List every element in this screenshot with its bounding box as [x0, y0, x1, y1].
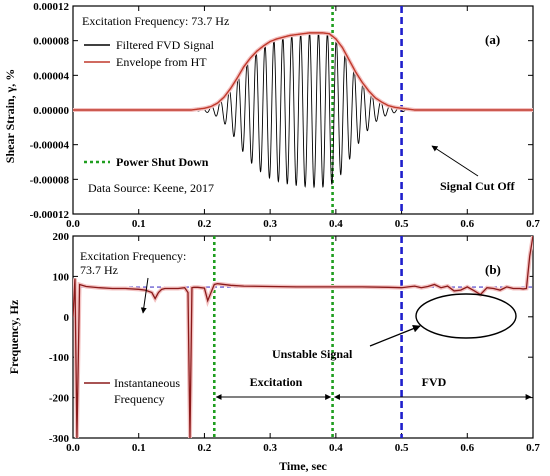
excitation-frequency-b-line1: Excitation Frequency:	[80, 249, 186, 263]
legend-power-label: Power Shut Down	[116, 155, 209, 169]
panel-a-label: (a)	[485, 32, 500, 47]
x-tick-label: 0.0	[66, 442, 80, 454]
excitation-frequency-label: Excitation Frequency: 73.7 Hz	[82, 14, 229, 28]
x-tick-label: 0.3	[263, 218, 277, 230]
y-tick-label: 0.00012	[33, 1, 69, 13]
panel-b-ylabel: Frequency, Hz	[7, 299, 21, 374]
x-tick-label: 0.2	[198, 218, 212, 230]
y-tick-label: -0.00012	[30, 209, 70, 221]
unstable-signal-ellipse	[415, 293, 517, 339]
instantaneous-frequency-line	[73, 236, 533, 438]
panel-b-label: (b)	[485, 262, 501, 277]
x-tick-label: 0.7	[526, 442, 540, 454]
signal-cut-off-label: Signal Cut Off	[440, 179, 516, 193]
signal-cut-off-arrow	[431, 145, 479, 177]
x-tick-label: 0.2	[198, 442, 212, 454]
excitation-frequency-arrow	[140, 277, 149, 314]
y-tick-label: -300	[49, 433, 70, 445]
panel-b-vertical-lines	[212, 236, 403, 438]
x-tick-label: 0.1	[132, 218, 146, 230]
x-tick-label: 0.5	[395, 218, 409, 230]
x-tick-label: 0.6	[460, 442, 474, 454]
legend-envelope-label: Envelope from HT	[116, 55, 207, 69]
y-tick-label: -200	[49, 393, 70, 405]
panel-b-ticks: 0.0 0.1 0.2 0.3 0.4 0.5 0.6 0.7 200 100 0 -100 -200 -…	[49, 231, 541, 454]
x-tick-label: 0.4	[329, 442, 343, 454]
envelope-line	[73, 32, 533, 111]
unstable-signal-arrow	[369, 324, 421, 347]
panel-b-frame	[72, 235, 534, 439]
x-tick-label: 0.0	[66, 218, 80, 230]
y-tick-label: 0	[64, 312, 70, 324]
y-tick-label: -0.00004	[30, 140, 70, 152]
y-tick-label: 0.00008	[33, 36, 69, 48]
unstable-signal-label: Unstable Signal	[272, 347, 353, 361]
instantaneous-frequency-glow	[73, 236, 533, 438]
x-tick-label: 0.6	[460, 218, 474, 230]
panel-a: 0.0 0.1 0.2 0.3 0.4 0.5 0.6 0.7 0.00012 0.00008 0.…	[3, 1, 540, 230]
x-tick-label: 0.7	[526, 218, 540, 230]
legend-instantaneous-line2: Frequency	[114, 392, 165, 406]
fvd-span-label: FVD	[422, 375, 447, 389]
panel-b: 0.0 0.1 0.2 0.3 0.4 0.5 0.6 0.7 200 100 0 -100 -200 -…	[7, 231, 540, 473]
legend-instantaneous-line1: Instantaneous	[114, 376, 180, 390]
legend-filtered-label: Filtered FVD Signal	[116, 38, 215, 52]
x-tick-label: 0.1	[132, 442, 146, 454]
x-tick-label: 0.3	[263, 442, 277, 454]
y-tick-label: 0.00000	[33, 105, 69, 117]
y-tick-label: 0.00004	[33, 70, 69, 82]
panel-b-xlabel: Time, sec	[279, 459, 327, 473]
excitation-span-label: Excitation	[250, 375, 303, 389]
panel-a-ticks: 0.0 0.1 0.2 0.3 0.4 0.5 0.6 0.7 0.00012 0.00008 0.…	[30, 1, 541, 230]
panel-a-ylabel: Shear Strain, γ, %	[3, 69, 17, 163]
y-tick-label: 100	[53, 271, 70, 283]
y-tick-label: -100	[49, 352, 70, 364]
excitation-frequency-b-line2: 73.7 Hz	[80, 263, 118, 277]
y-tick-label: 200	[53, 231, 70, 243]
y-tick-label: -0.00008	[30, 174, 70, 186]
x-tick-label: 0.4	[329, 218, 343, 230]
x-tick-label: 0.5	[395, 442, 409, 454]
data-source-label: Data Source: Keene, 2017	[88, 181, 214, 195]
